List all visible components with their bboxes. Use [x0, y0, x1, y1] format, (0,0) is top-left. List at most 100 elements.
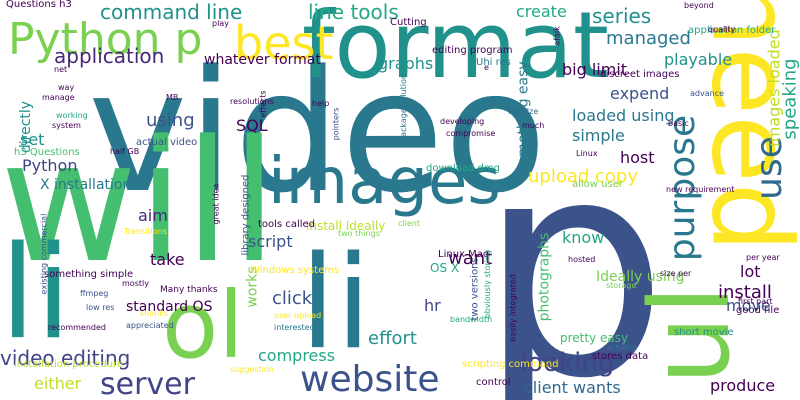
cloud-word: low res [86, 303, 115, 312]
cloud-word: install [718, 282, 772, 303]
cloud-word: Linux Mac [438, 249, 489, 260]
cloud-word: best [234, 16, 334, 70]
cloud-word: format [302, 0, 609, 99]
cloud-word: system [52, 121, 81, 130]
cloud-word: play [212, 19, 229, 28]
cloud-word: Many thanks [160, 285, 218, 295]
cloud-word: half GB [110, 147, 140, 156]
cloud-word: script [248, 232, 293, 251]
cloud-word: Python [22, 156, 78, 175]
cloud-word: Cutting [390, 17, 427, 28]
cloud-word: storage [606, 281, 637, 290]
cloud-word: pointers [331, 107, 341, 141]
cloud-word: first part [738, 297, 773, 306]
cloud-word: server [100, 367, 195, 400]
cloud-word: simple [572, 126, 625, 145]
cloud-word: SQL [236, 116, 268, 135]
cloud-word: website [300, 359, 440, 400]
cloud-word: know [562, 228, 605, 247]
cloud-word: expend [610, 84, 670, 103]
cloud-word: effects [258, 90, 268, 118]
cloud-word: graphs [378, 54, 434, 73]
cloud-word: something easy [515, 61, 532, 173]
cloud-word: click [272, 288, 313, 309]
cloud-word: easily integrated [508, 274, 518, 342]
cloud-word: beyond [684, 1, 714, 10]
cloud-word: appreciated [126, 321, 174, 330]
cloud-word: aim [138, 206, 168, 225]
cloud-word: obviously storing [483, 249, 493, 319]
cloud-word: developing [440, 117, 485, 126]
cloud-word: new requirement [666, 185, 735, 194]
cloud-word: move [726, 296, 771, 315]
cloud-word: upload copy [528, 166, 639, 187]
cloud-word: MB [166, 93, 179, 102]
cloud-word: manage [42, 93, 75, 102]
cloud-word: package solution [399, 74, 408, 142]
cloud-word: lot [740, 262, 761, 281]
cloud-word: photographs [536, 232, 553, 322]
cloud-word: Questions h3 [6, 0, 72, 10]
cloud-word: host [620, 148, 655, 167]
cloud-word: ffmpeg [80, 289, 109, 298]
cloud-word: Uhi res [476, 57, 511, 68]
cloud-word: recommended [48, 323, 106, 332]
cloud-word: scripting command [462, 359, 559, 370]
cloud-word: pretty easy [560, 331, 629, 345]
cloud-word: line tools [308, 0, 399, 24]
cloud-word: library designed [240, 174, 252, 256]
cloud-word: li [0, 219, 72, 368]
cloud-word: net [54, 65, 68, 74]
cloud-word: want [448, 248, 493, 269]
cloud-word: quality [708, 25, 736, 34]
cloud-word: Ideally using [596, 269, 685, 285]
cloud-word: tools called [258, 219, 316, 230]
cloud-word: OS X [430, 261, 460, 275]
cloud-word: h3 Questions [14, 147, 80, 158]
cloud-word: hosted [568, 255, 596, 264]
cloud-word: something simple [44, 269, 134, 280]
cloud-word: shanks [140, 309, 169, 318]
cloud-word: two things [338, 229, 380, 238]
cloud-word: X installation [40, 177, 132, 193]
cloud-word: images loaded [764, 29, 784, 147]
cloud-word: short movie [674, 327, 734, 338]
cloud-word: much [522, 121, 545, 130]
cloud-word: existing commercial [39, 213, 49, 295]
cloud-word: command line [100, 0, 243, 24]
cloud-word: create [516, 2, 567, 21]
cloud-word: video [88, 34, 547, 230]
cloud-word: managed [606, 28, 691, 49]
cloud-word: client [398, 219, 420, 228]
cloud-word: control [476, 377, 511, 388]
cloud-word: working [56, 111, 88, 120]
cloud-word: advance [690, 89, 725, 98]
cloud-word: user upload [274, 311, 322, 320]
cloud-word: allow user [572, 179, 623, 190]
cloud-word: either [34, 374, 82, 393]
cloud-word: way [58, 83, 75, 92]
cloud-word: bandwidth [450, 315, 493, 324]
cloud-word: produce [710, 376, 776, 395]
cloud-word: standard OS [126, 299, 213, 315]
cloud-word: editing program [432, 45, 513, 56]
cloud-word: ol [162, 272, 244, 379]
cloud-word: suggestion [230, 365, 274, 374]
cloud-word: will [0, 104, 278, 300]
cloud-word: take [150, 250, 185, 269]
cloud-word: Windows systems [250, 265, 340, 276]
cloud-word: per year [746, 253, 780, 262]
cloud-word: directly [18, 100, 35, 154]
cloud-word: p [478, 95, 669, 400]
cloud-word: application folder [688, 25, 776, 36]
cloud-word: set [20, 130, 45, 149]
cloud-word: application [54, 44, 165, 68]
cloud-word: resolutions [230, 97, 274, 106]
cloud-word: compromise [446, 129, 496, 138]
cloud-word: e [484, 63, 489, 72]
cloud-word: installation procedure [14, 359, 124, 370]
cloud-word: mostly [122, 279, 149, 288]
cloud-word: client wants [524, 378, 621, 397]
cloud-word: help [312, 99, 330, 108]
cloud-word: size per [660, 269, 692, 278]
